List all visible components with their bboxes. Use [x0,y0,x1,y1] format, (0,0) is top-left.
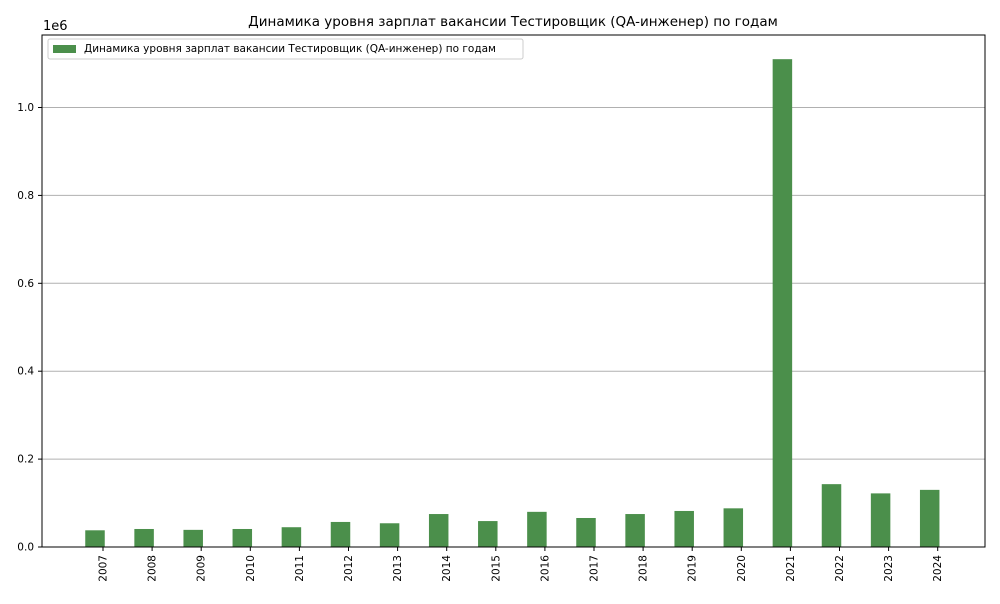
bar [134,528,154,547]
y-tick-label: 0.8 [17,190,34,202]
x-tick-label: 2008 [147,555,159,582]
chart-title: Динамика уровня зарплат вакансии Тестиро… [248,14,778,30]
x-tick-label: 2011 [294,555,306,582]
gridlines [42,107,985,460]
bar [379,523,400,547]
x-axis: 2007 2008 2009 2010 2011 2012 2013 2014 2015 2016… [98,547,944,582]
x-tick-label: 2020 [736,555,748,582]
y-axis: 0.0 0.2 0.4 0.6 0.8 1.0 [17,102,42,554]
bar [576,517,596,547]
y-axis-scale-label: 1e6 [43,19,68,34]
bar [772,59,793,548]
bar [919,489,940,547]
bar [85,530,105,547]
legend-swatch [53,45,76,53]
x-tick-label: 2023 [883,555,895,582]
x-tick-label: 2021 [785,555,797,582]
x-tick-label: 2010 [245,555,257,582]
bar [478,521,498,547]
x-tick-label: 2015 [490,555,502,582]
bar [330,521,351,547]
bar [723,508,744,547]
x-tick-label: 2007 [98,555,110,582]
y-tick-label: 0.2 [17,454,34,466]
x-tick-label: 2012 [343,555,355,582]
x-tick-label: 2016 [539,555,551,582]
x-tick-label: 2024 [932,555,944,582]
legend: Динамика уровня зарплат вакансии Тестиро… [47,38,524,60]
bar [232,528,253,547]
bar [527,511,547,547]
bars [85,59,940,548]
x-tick-label: 2018 [638,555,650,582]
bar [281,527,302,547]
x-tick-label: 2009 [196,555,208,582]
bar [183,529,203,547]
x-tick-label: 2022 [834,555,846,582]
bar [821,484,842,547]
y-tick-label: 1.0 [17,102,34,114]
x-tick-label: 2014 [441,555,453,582]
y-tick-label: 0.0 [17,542,34,554]
x-tick-label: 2013 [392,555,404,582]
plot-frame [41,34,986,548]
bar [870,493,891,547]
x-tick-label: 2017 [589,555,601,582]
bar [428,514,449,547]
legend-box [47,38,524,60]
y-tick-label: 0.6 [17,278,34,290]
bar [674,510,694,547]
legend-label: Динамика уровня зарплат вакансии Тестиро… [84,43,496,55]
y-tick-label: 0.4 [17,366,34,378]
bar [625,514,645,547]
x-tick-label: 2019 [687,555,699,582]
